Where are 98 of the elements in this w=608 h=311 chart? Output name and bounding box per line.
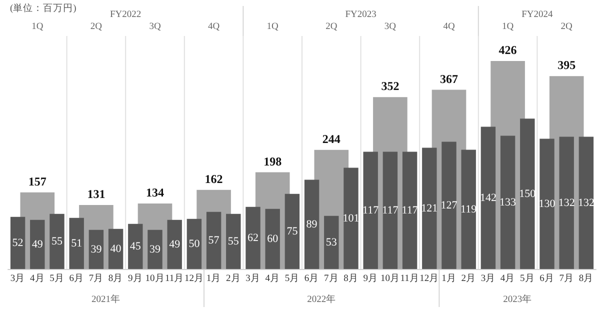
data-label: 150 bbox=[519, 188, 536, 200]
x-tick-label: 10月 bbox=[380, 273, 400, 284]
x-tick-label: 6月 bbox=[540, 273, 554, 284]
x-tick-label: 2月 bbox=[226, 273, 241, 284]
x-tick-label: 4月 bbox=[500, 273, 516, 284]
data-label: 367 bbox=[440, 72, 458, 86]
text: FY2023 bbox=[345, 10, 377, 20]
text: 2Q bbox=[560, 22, 573, 32]
x-tick-label: 3月 bbox=[480, 273, 496, 284]
data-label: 60 bbox=[267, 232, 279, 245]
x-tick-label: 6月 bbox=[304, 273, 320, 284]
x-tick-label: 4月 bbox=[265, 273, 280, 284]
text: FY2022 bbox=[110, 10, 142, 20]
data-label: 101 bbox=[342, 212, 360, 224]
text: 2023年 bbox=[503, 293, 532, 305]
x-tick-label: 10月 bbox=[145, 273, 165, 284]
data-label: 57 bbox=[208, 234, 220, 246]
text: 2Q bbox=[90, 22, 102, 32]
text: 1Q bbox=[502, 22, 514, 32]
data-label: 142 bbox=[480, 192, 496, 204]
data-label: 121 bbox=[421, 202, 438, 214]
data-label: 131 bbox=[87, 187, 106, 202]
data-label: 55 bbox=[52, 235, 63, 248]
x-tick-label: 4月 bbox=[30, 273, 45, 284]
bar bbox=[186, 218, 202, 269]
x-tick-label: 6月 bbox=[69, 273, 84, 284]
data-label: 89 bbox=[306, 218, 318, 230]
text: 4Q bbox=[208, 22, 220, 32]
x-tick-label: 5月 bbox=[520, 273, 535, 284]
bar bbox=[265, 208, 280, 269]
data-label: 49 bbox=[32, 238, 44, 250]
text: 1Q bbox=[266, 22, 279, 32]
data-label: 39 bbox=[150, 243, 161, 256]
data-label: 117 bbox=[382, 204, 399, 216]
x-tick-label: 12月 bbox=[420, 273, 440, 284]
x-tick-label: 1月 bbox=[442, 273, 456, 284]
data-label: 49 bbox=[169, 238, 181, 250]
bar bbox=[324, 216, 339, 269]
bar bbox=[442, 142, 456, 269]
bar bbox=[246, 206, 260, 269]
x-tick-label: 5月 bbox=[50, 273, 64, 284]
x-tick-label: 7月 bbox=[324, 273, 339, 284]
data-label: 119 bbox=[460, 203, 478, 216]
data-label: 53 bbox=[326, 236, 338, 248]
data-label: 40 bbox=[110, 242, 122, 255]
x-tick-label: 7月 bbox=[559, 273, 574, 284]
bar bbox=[108, 228, 124, 269]
text: 1Q bbox=[32, 22, 44, 32]
data-label: 132 bbox=[558, 196, 575, 209]
x-tick-label: 7月 bbox=[88, 273, 104, 284]
data-label: 134 bbox=[146, 186, 164, 200]
data-label: 51 bbox=[71, 237, 82, 250]
x-tick-label: 8月 bbox=[108, 273, 124, 284]
data-label: 162 bbox=[204, 172, 223, 186]
data-label: 352 bbox=[381, 79, 400, 94]
x-tick-label: 3月 bbox=[10, 273, 26, 284]
data-label: 52 bbox=[12, 236, 24, 249]
data-label: 55 bbox=[228, 235, 240, 248]
bar bbox=[148, 230, 162, 269]
bar bbox=[206, 212, 222, 269]
data-label: 127 bbox=[440, 199, 458, 212]
data-label: 50 bbox=[188, 238, 200, 250]
y-axis-title: (単位：百万円) bbox=[10, 2, 76, 14]
text: 3Q bbox=[149, 22, 161, 32]
data-label: 75 bbox=[286, 225, 298, 238]
x-tick-label: 3月 bbox=[246, 273, 260, 284]
text: 2021年 bbox=[92, 293, 120, 305]
x-tick-label: 1月 bbox=[206, 273, 222, 284]
data-label: 133 bbox=[500, 196, 517, 208]
x-tick-label: 5月 bbox=[284, 273, 300, 284]
data-label: 395 bbox=[558, 58, 576, 72]
text: 2022年 bbox=[307, 293, 336, 305]
bar bbox=[88, 230, 104, 269]
data-label: 62 bbox=[248, 232, 258, 244]
bar bbox=[30, 220, 45, 269]
x-tick-label: 8月 bbox=[578, 273, 594, 284]
bar bbox=[500, 136, 516, 269]
x-tick-label: 11月 bbox=[400, 273, 420, 284]
data-label: 157 bbox=[28, 174, 46, 188]
x-tick-label: 11月 bbox=[165, 273, 184, 284]
data-label: 244 bbox=[322, 132, 340, 146]
x-tick-label: 9月 bbox=[128, 273, 143, 284]
x-tick-label: 12月 bbox=[184, 273, 204, 284]
x-tick-label: 8月 bbox=[344, 273, 358, 284]
data-label: 198 bbox=[264, 154, 282, 168]
text: 2Q bbox=[326, 22, 338, 32]
bar bbox=[382, 152, 398, 269]
data-label: 45 bbox=[130, 240, 142, 252]
bar bbox=[559, 136, 574, 269]
x-tick-label: 9月 bbox=[363, 273, 378, 284]
text: 4Q bbox=[443, 22, 455, 32]
text: FY2024 bbox=[522, 10, 554, 20]
x-tick-label: 2月 bbox=[461, 273, 476, 284]
data-label: 130 bbox=[538, 198, 556, 210]
data-label: 39 bbox=[90, 243, 102, 256]
data-label: 117 bbox=[362, 204, 380, 216]
text: 3Q bbox=[384, 22, 396, 32]
data-label: 426 bbox=[498, 42, 517, 57]
